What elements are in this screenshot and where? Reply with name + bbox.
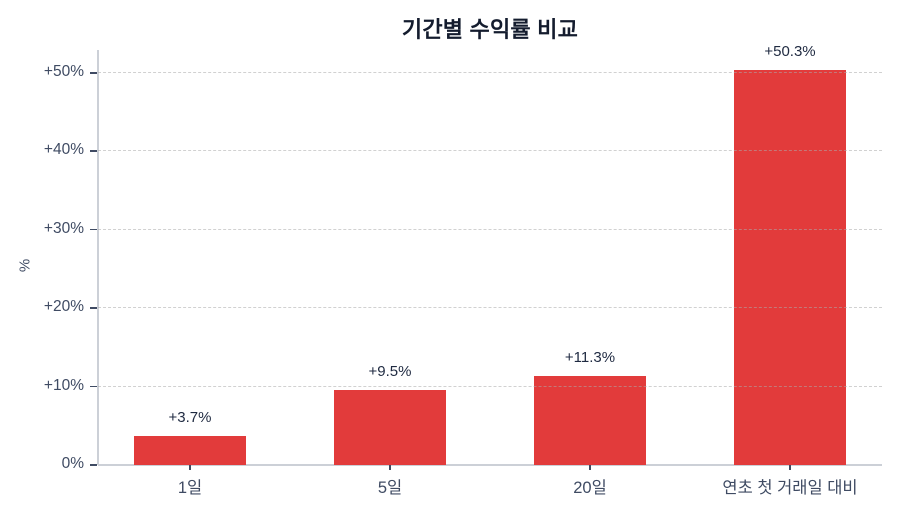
gridline-y-30: [98, 228, 882, 230]
bar-연초 첫 거래일 대비: [734, 70, 846, 465]
x-axis-baseline: [98, 464, 882, 466]
bar-value-label: +11.3%: [564, 349, 616, 367]
y-tick-mark: [90, 464, 97, 466]
y-tick-mark: [90, 228, 97, 231]
x-tick-mark: [789, 465, 791, 470]
gridline-y-20: [98, 307, 882, 309]
bar-20일: [534, 376, 646, 465]
gridline-y-40: [98, 150, 882, 152]
y-tick-label: 0%: [61, 455, 84, 472]
x-tick-mark: [589, 465, 591, 470]
plot-area: 0% +10% +20% +30% +40% +50% +3.7% 1일 +9.5% 5일 +11.…: [44, 43, 882, 497]
chart-title: 기간별 수익률 비교: [401, 17, 579, 42]
bar-value-label: +3.7%: [168, 408, 212, 426]
x-tick-mark: [389, 465, 391, 470]
x-tick-label: 연초 첫 거래일 대비: [722, 479, 858, 497]
y-tick-label: +30%: [43, 219, 84, 237]
y-tick-label: +50%: [43, 62, 84, 80]
y-tick-label: +20%: [43, 298, 84, 316]
y-tick-label: +10%: [43, 376, 84, 394]
y-tick-label: +40%: [43, 141, 84, 159]
gridline-y-10: [98, 385, 882, 387]
bar-value-label: +50.3%: [764, 43, 816, 61]
y-tick-mark: [90, 385, 97, 388]
y-axis-spine: [97, 50, 99, 465]
x-tick-label: 5일: [377, 479, 403, 497]
y-axis-label: %: [16, 258, 34, 273]
x-tick-label: 20일: [573, 479, 607, 497]
bar-5일: [334, 390, 446, 465]
y-tick-mark: [90, 72, 97, 74]
bar-value-label: +9.5%: [368, 363, 412, 381]
y-tick-mark: [90, 150, 97, 152]
gridline-y-50: [98, 72, 882, 73]
bar-1일: [134, 435, 246, 465]
x-tick-label: 1일: [177, 479, 203, 497]
x-tick-mark: [189, 465, 191, 470]
y-tick-mark: [90, 307, 97, 309]
